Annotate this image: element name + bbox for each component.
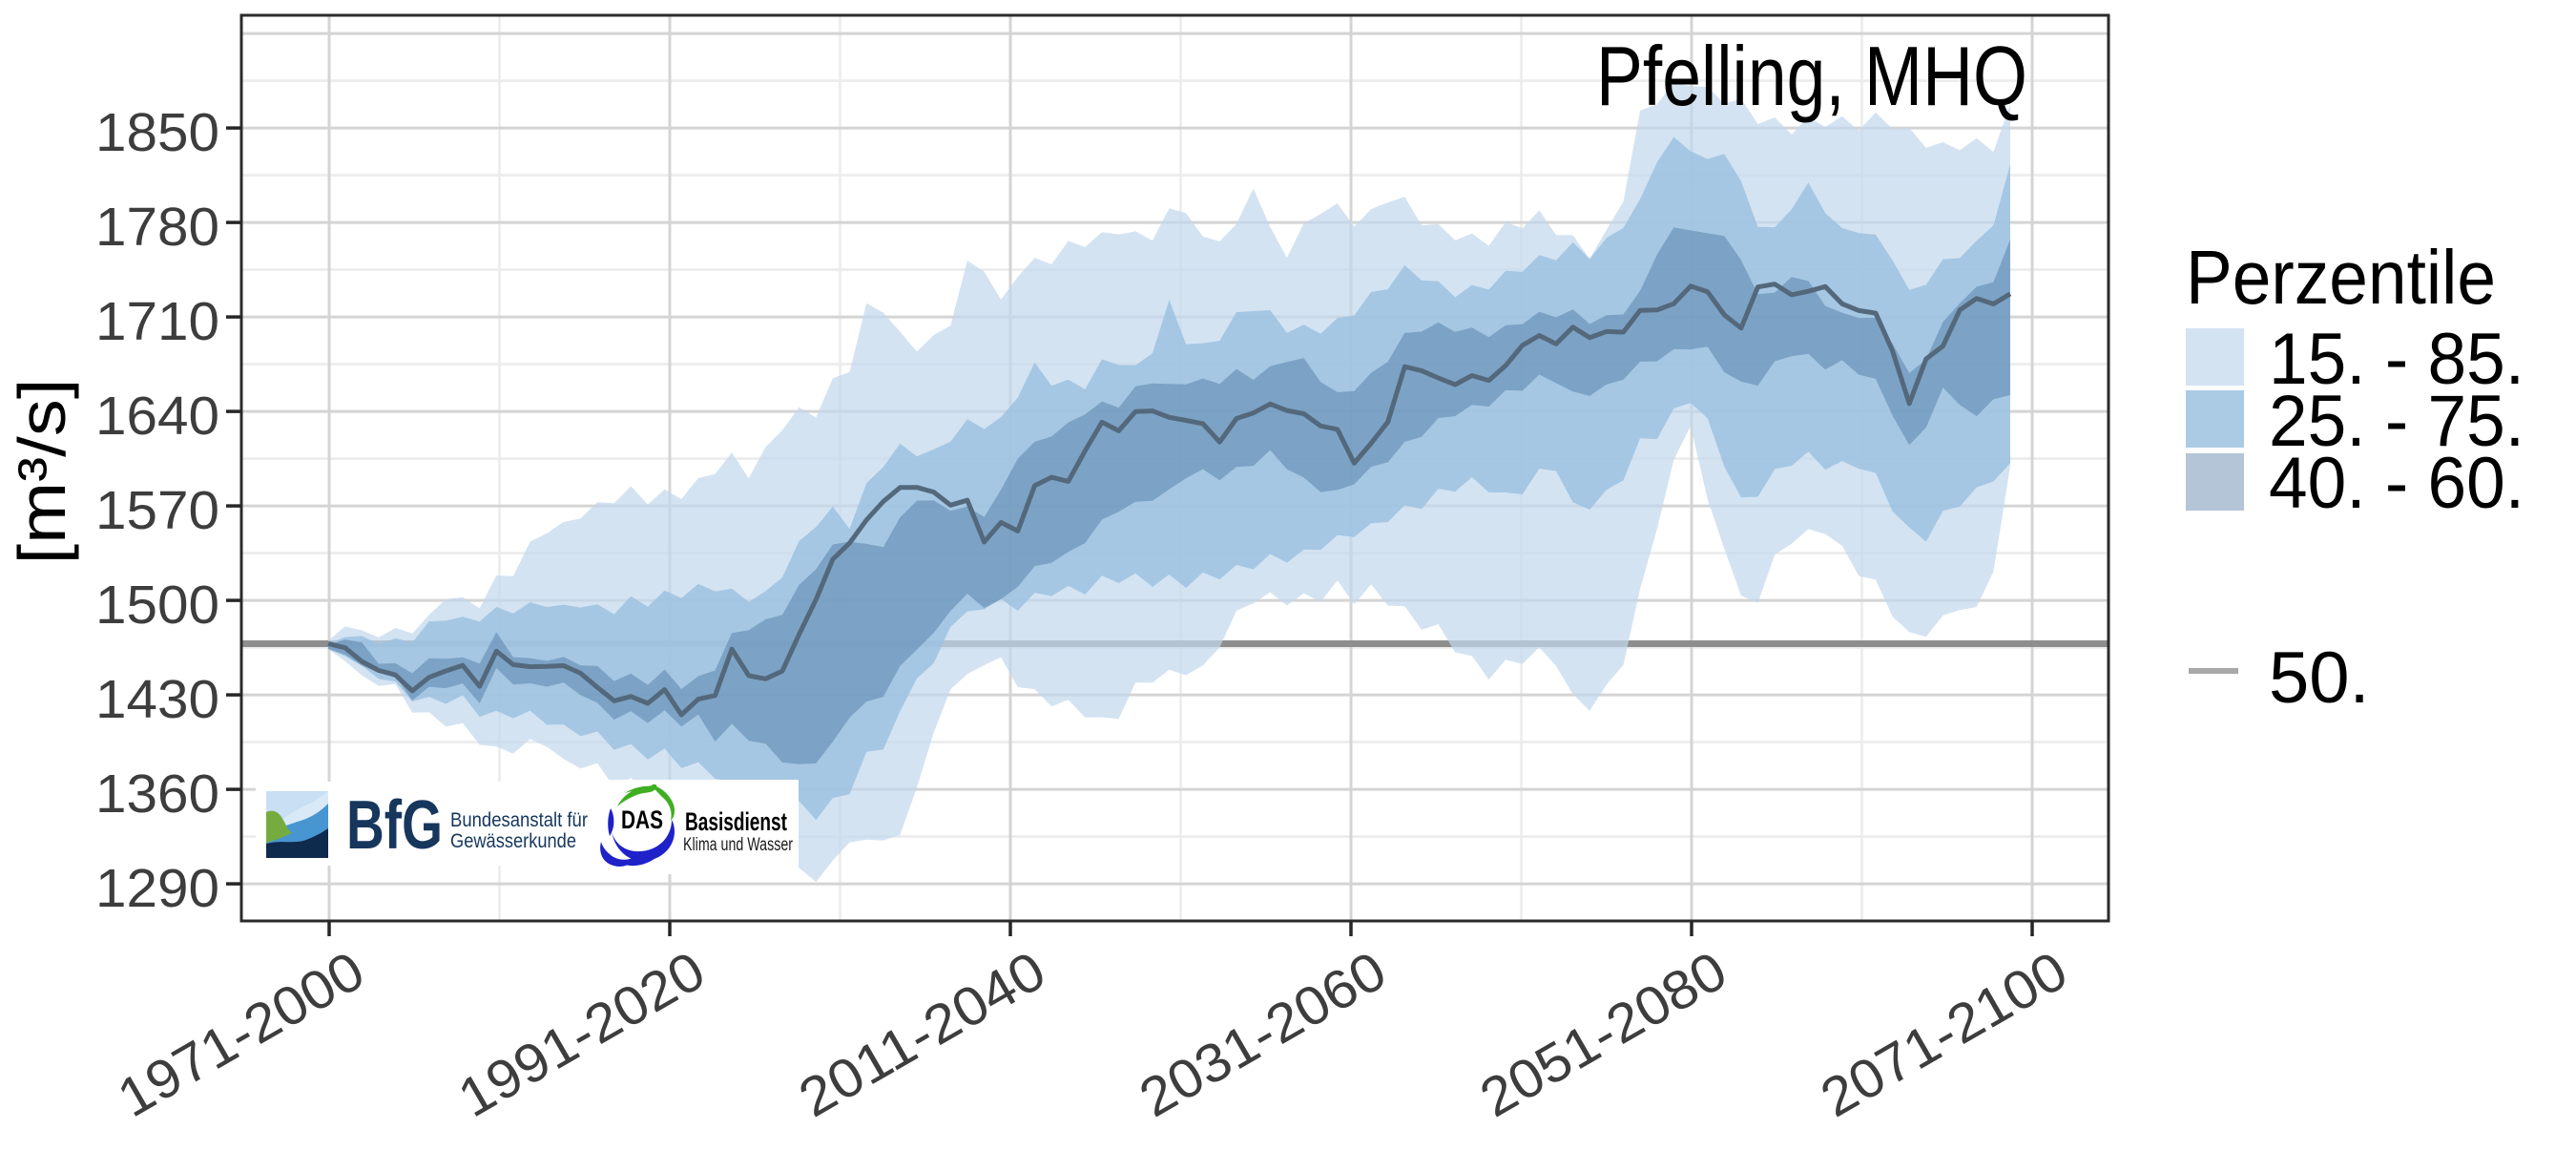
svg-text:Klima und Wasser: Klima und Wasser xyxy=(683,835,793,855)
svg-text:1780: 1780 xyxy=(95,197,219,258)
svg-text:Perzentile: Perzentile xyxy=(2186,235,2496,320)
svg-text:25. - 75.: 25. - 75. xyxy=(2269,381,2524,462)
svg-text:Pfelling, MHQ: Pfelling, MHQ xyxy=(1596,29,2027,123)
svg-text:1430: 1430 xyxy=(95,669,219,730)
svg-text:1710: 1710 xyxy=(95,291,219,352)
svg-text:1360: 1360 xyxy=(95,763,219,825)
svg-text:1290: 1290 xyxy=(95,858,219,919)
svg-text:[m³/s]: [m³/s] xyxy=(5,379,79,565)
svg-text:1500: 1500 xyxy=(95,575,219,636)
svg-text:DAS: DAS xyxy=(621,805,663,834)
svg-text:50.: 50. xyxy=(2269,638,2370,719)
svg-text:1570: 1570 xyxy=(95,480,219,541)
svg-text:Gewässerkunde: Gewässerkunde xyxy=(450,830,576,852)
svg-text:Bundesanstalt für: Bundesanstalt für xyxy=(450,809,588,831)
svg-text:1850: 1850 xyxy=(95,102,219,163)
svg-text:1640: 1640 xyxy=(95,386,219,447)
svg-text:40. - 60.: 40. - 60. xyxy=(2269,443,2524,524)
svg-text:15. - 85.: 15. - 85. xyxy=(2269,319,2524,400)
svg-text:BfG: BfG xyxy=(346,787,443,864)
svg-text:Basisdienst: Basisdienst xyxy=(685,807,787,836)
